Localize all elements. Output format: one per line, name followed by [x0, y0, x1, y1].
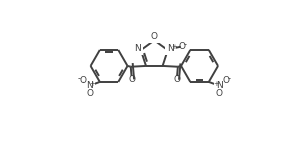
Text: +: +: [171, 44, 177, 50]
Text: -: -: [78, 74, 81, 83]
Text: O: O: [79, 76, 86, 85]
Text: N: N: [134, 44, 141, 53]
Text: O: O: [86, 89, 93, 98]
Text: -: -: [184, 40, 187, 49]
Text: O: O: [151, 32, 158, 41]
Text: O: O: [128, 75, 135, 84]
Text: N: N: [167, 44, 174, 53]
Text: O: O: [179, 42, 186, 51]
Text: O: O: [223, 76, 229, 85]
Text: N: N: [86, 81, 93, 90]
Text: O: O: [216, 89, 222, 98]
Text: +: +: [213, 81, 219, 87]
Text: N: N: [216, 81, 223, 90]
Text: +: +: [90, 81, 95, 87]
Text: O: O: [173, 75, 181, 84]
Text: -: -: [228, 74, 231, 83]
